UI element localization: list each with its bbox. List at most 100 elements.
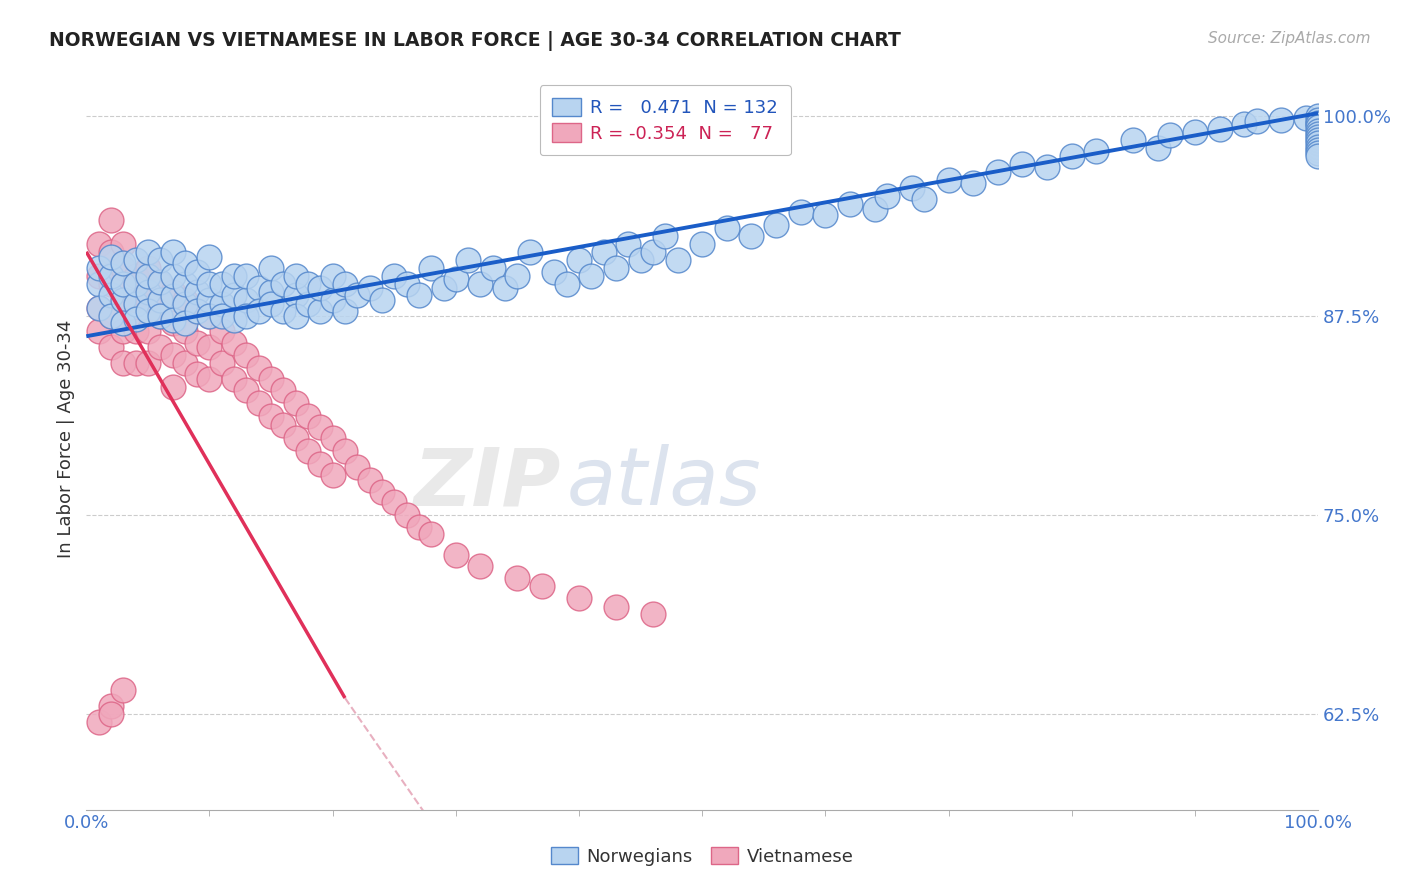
Point — [1308, 117, 1330, 131]
Point — [284, 268, 307, 283]
Point — [457, 252, 479, 267]
Point — [470, 558, 492, 573]
Point — [162, 244, 184, 259]
Point — [1122, 133, 1144, 147]
Point — [112, 317, 135, 331]
Point — [322, 431, 344, 445]
Point — [87, 268, 110, 283]
Point — [1060, 149, 1083, 163]
Point — [198, 372, 221, 386]
Point — [100, 213, 122, 227]
Point — [112, 325, 135, 339]
Point — [124, 297, 146, 311]
Point — [346, 288, 368, 302]
Point — [235, 268, 257, 283]
Point — [162, 380, 184, 394]
Point — [1308, 112, 1330, 127]
Point — [297, 409, 319, 423]
Point — [224, 288, 246, 302]
Point — [666, 252, 689, 267]
Point — [1308, 120, 1330, 135]
Point — [1308, 109, 1330, 123]
Point — [149, 293, 172, 307]
Point — [1208, 122, 1230, 136]
Text: ZIP: ZIP — [413, 444, 561, 523]
Point — [876, 189, 898, 203]
Point — [839, 197, 862, 211]
Point — [100, 244, 122, 259]
Point — [136, 285, 159, 299]
Point — [740, 228, 762, 243]
Point — [605, 600, 627, 615]
Point — [186, 285, 208, 299]
Point — [1308, 130, 1330, 145]
Point — [382, 268, 405, 283]
Point — [100, 698, 122, 713]
Point — [112, 277, 135, 291]
Point — [1308, 127, 1330, 141]
Point — [273, 384, 295, 398]
Point — [641, 244, 664, 259]
Point — [149, 309, 172, 323]
Point — [581, 268, 603, 283]
Point — [247, 396, 270, 410]
Point — [765, 218, 787, 232]
Point — [87, 301, 110, 315]
Point — [235, 348, 257, 362]
Point — [260, 285, 283, 299]
Point — [987, 165, 1010, 179]
Point — [100, 706, 122, 721]
Point — [1036, 161, 1059, 175]
Point — [235, 384, 257, 398]
Point — [444, 272, 467, 286]
Point — [555, 277, 578, 291]
Point — [371, 485, 394, 500]
Point — [641, 607, 664, 621]
Point — [112, 293, 135, 307]
Point — [112, 683, 135, 698]
Text: Source: ZipAtlas.com: Source: ZipAtlas.com — [1208, 31, 1371, 46]
Point — [87, 325, 110, 339]
Point — [100, 288, 122, 302]
Point — [186, 303, 208, 318]
Point — [87, 301, 110, 315]
Point — [543, 265, 565, 279]
Point — [346, 459, 368, 474]
Point — [112, 256, 135, 270]
Point — [359, 281, 381, 295]
Point — [136, 268, 159, 283]
Point — [100, 309, 122, 323]
Point — [211, 309, 233, 323]
Point — [124, 325, 146, 339]
Point — [1295, 111, 1317, 125]
Point — [481, 260, 503, 275]
Point — [198, 340, 221, 354]
Point — [322, 467, 344, 482]
Point — [284, 431, 307, 445]
Point — [284, 396, 307, 410]
Point — [136, 260, 159, 275]
Point — [1308, 143, 1330, 157]
Point — [87, 277, 110, 291]
Point — [247, 281, 270, 295]
Point — [211, 297, 233, 311]
Point — [617, 236, 640, 251]
Point — [247, 361, 270, 376]
Point — [1308, 136, 1330, 151]
Point — [432, 281, 454, 295]
Point — [112, 260, 135, 275]
Point — [211, 356, 233, 370]
Point — [224, 313, 246, 327]
Point — [112, 236, 135, 251]
Y-axis label: In Labor Force | Age 30-34: In Labor Force | Age 30-34 — [58, 320, 75, 558]
Point — [519, 244, 541, 259]
Point — [333, 444, 356, 458]
Point — [136, 303, 159, 318]
Point — [395, 508, 418, 522]
Point — [260, 409, 283, 423]
Point — [1147, 141, 1170, 155]
Point — [100, 309, 122, 323]
Point — [124, 311, 146, 326]
Point — [136, 244, 159, 259]
Point — [1308, 146, 1330, 161]
